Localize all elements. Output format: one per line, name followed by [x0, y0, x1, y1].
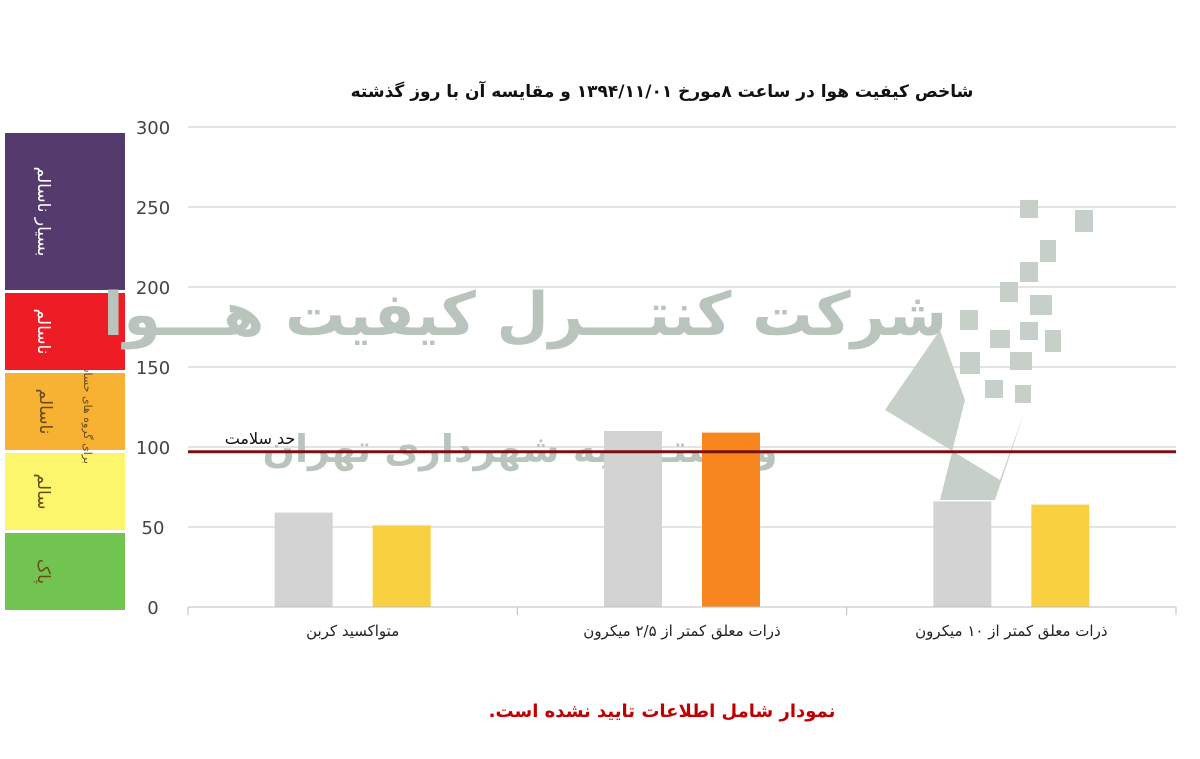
- watermark: شرکت کنتـــرل کیفیت هـــوا وابستــه به ش…: [103, 200, 1093, 500]
- bar-s0-c2: [933, 501, 992, 607]
- y-tick-50: 50: [142, 518, 165, 539]
- y-tick-200: 200: [136, 278, 170, 299]
- x-label-2: ذرات معلق کمتر از ۱۰ میکرون: [915, 622, 1107, 640]
- watermark-line1: شرکت کنتـــرل کیفیت هـــوا: [103, 280, 947, 350]
- aqi-band-label-4: بسیار ناسالم: [33, 167, 53, 257]
- x-label-1: ذرات معلق کمتر از ۲/۵ میکرون: [583, 622, 780, 640]
- aqi-band-sub-2: برای گروه های حساس: [81, 359, 94, 464]
- bar-s0-c1: [604, 431, 662, 607]
- bar-s0-c0: [274, 512, 333, 607]
- aqi-band-column: پاک سالم ناسالم برای گروه های حساس ناسالم بسی…: [5, 133, 125, 610]
- aqi-band-4: [5, 133, 125, 290]
- aqi-band-label-0: پاک: [33, 559, 53, 584]
- y-tick-300: 300: [136, 118, 170, 139]
- aqi-band-2: [5, 373, 125, 450]
- bar-s1-c0: [372, 525, 431, 607]
- aqi-band-label-3: ناسالم: [33, 309, 53, 355]
- aqi-band-3: [5, 293, 125, 370]
- aqi-band-0: [5, 533, 125, 610]
- footer-note: نمودار شامل اطلاعات تایید نشده است.: [489, 701, 836, 722]
- x-label-0: متواکسید کربن: [306, 622, 399, 640]
- y-tick-0: 0: [147, 598, 158, 619]
- aqi-band-1: [5, 453, 125, 530]
- bars: [274, 431, 1090, 607]
- gridlines: [188, 126, 1176, 528]
- chart-title: شاخص کیفیت هوا در ساعت ۸مورخ ۱۳۹۴/۱۱/۰۱ …: [351, 80, 974, 102]
- bar-s1-c1: [702, 432, 760, 607]
- x-axis-labels: متواکسید کربن ذرات معلق کمتر از ۲/۵ میکرو…: [187, 607, 1177, 640]
- y-tick-250: 250: [136, 198, 170, 219]
- aqi-band-label-2: ناسالم: [35, 389, 55, 435]
- watermark-line2: وابستــه به شهرداری تهران: [263, 427, 778, 472]
- y-axis-ticks: 0 50 100 150 200 250 300: [136, 118, 170, 619]
- y-tick-150: 150: [136, 358, 170, 379]
- aqi-band-label-1: سالم: [33, 474, 53, 510]
- health-limit-label: حد سلامت: [225, 429, 296, 448]
- bar-s1-c2: [1031, 504, 1090, 607]
- watermark-logo: [885, 200, 1093, 500]
- y-tick-100: 100: [136, 438, 170, 459]
